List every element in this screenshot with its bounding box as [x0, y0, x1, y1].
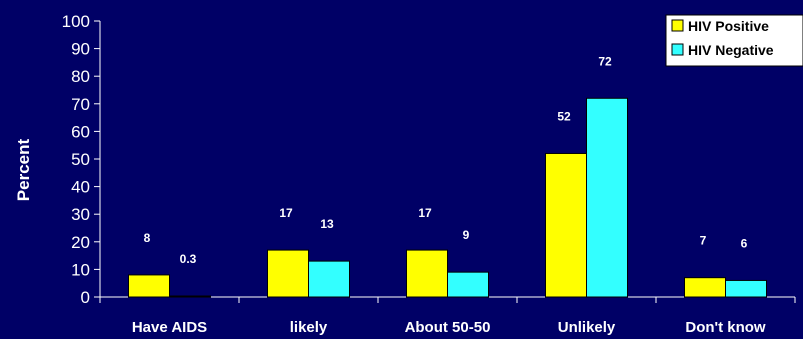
x-tick-label: Have AIDS — [132, 319, 207, 336]
legend-box — [665, 14, 803, 67]
bar — [545, 152, 587, 298]
x-tick-label: Unlikely — [558, 319, 616, 336]
y-axis-title: Percent — [14, 138, 33, 201]
y-tick-label: 90 — [71, 40, 90, 59]
legend-label: HIV Negative — [688, 42, 774, 58]
y-tick-label: 100 — [62, 12, 90, 31]
data-labels: 8 0.3 17 13 17 9 52 72 7 6 — [144, 54, 748, 266]
bar — [308, 260, 350, 298]
data-label: 6 — [741, 236, 748, 250]
x-tick-label: About 50-50 — [405, 319, 491, 336]
data-label: 52 — [557, 109, 571, 123]
data-label: 9 — [463, 228, 470, 242]
y-tick-label: 40 — [71, 178, 90, 197]
y-tick-label: 30 — [71, 205, 90, 224]
bar — [267, 249, 309, 298]
y-tick-label: 10 — [71, 260, 90, 279]
y-axis: 0 10 20 30 40 50 60 70 80 90 100 — [62, 12, 101, 307]
y-tick-label: 50 — [71, 150, 90, 169]
bar — [128, 274, 170, 298]
x-axis: Have AIDS likely About 50-50 Unlikely Don't … — [99, 296, 796, 336]
data-label: 17 — [279, 206, 293, 220]
bar — [586, 97, 628, 298]
data-label: 13 — [320, 217, 334, 231]
legend-label: HIV Positive — [688, 18, 769, 34]
bar — [447, 271, 489, 298]
data-label: 0.3 — [180, 252, 197, 266]
y-tick-label: 20 — [71, 233, 90, 252]
legend-swatch — [671, 19, 684, 32]
y-tick-label: 0 — [81, 288, 90, 307]
data-label: 17 — [418, 206, 432, 220]
bar — [169, 295, 211, 298]
x-tick-label: Don't know — [685, 319, 766, 336]
data-label: 8 — [144, 231, 151, 245]
data-label: 72 — [598, 54, 612, 68]
bar — [725, 279, 767, 298]
legend: HIV Positive HIV Negative — [665, 14, 803, 67]
y-tick-label: 80 — [71, 67, 90, 86]
bar — [406, 249, 448, 298]
x-tick-label: likely — [290, 319, 328, 336]
y-tick-label: 70 — [71, 95, 90, 114]
y-tick-label: 60 — [71, 122, 90, 141]
legend-swatch — [671, 43, 684, 56]
bar — [684, 277, 726, 298]
data-label: 7 — [700, 234, 707, 248]
bars — [128, 97, 767, 298]
